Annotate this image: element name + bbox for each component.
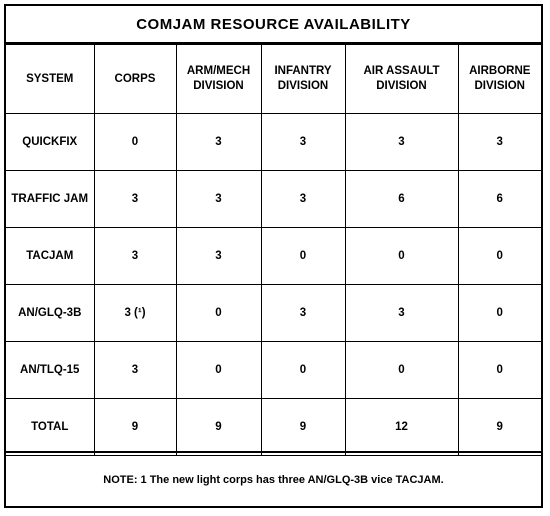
arm-mech-total-cell: 9 bbox=[175, 398, 262, 456]
header-arm-mech-division: ARM/MECH DIVISION bbox=[175, 44, 262, 114]
system-cell: QUICKFIX bbox=[6, 113, 95, 171]
arm-mech-cell: 3 bbox=[175, 113, 262, 171]
header-corps: CORPS bbox=[93, 44, 177, 114]
air-assault-cell: 3 bbox=[344, 284, 459, 342]
table-row: QUICKFIX 0 3 3 3 3 bbox=[6, 113, 541, 171]
header-infantry-division: INFANTRY DIVISION bbox=[260, 44, 346, 114]
corps-cell: 3 bbox=[93, 227, 177, 285]
corps-total-cell: 9 bbox=[93, 398, 177, 456]
resource-table: SYSTEM CORPS ARM/MECH DIVISION INFANTRY DI… bbox=[6, 44, 541, 456]
corps-cell: 0 bbox=[93, 113, 177, 171]
infantry-cell: 0 bbox=[260, 341, 346, 399]
corps-cell: 3 bbox=[93, 170, 177, 228]
comjam-table-frame: COMJAM RESOURCE AVAILABILITY SYSTEM CORP… bbox=[4, 4, 543, 508]
corps-cell: 3 bbox=[93, 341, 177, 399]
airborne-cell: 3 bbox=[457, 113, 541, 171]
system-cell: TACJAM bbox=[6, 227, 95, 285]
header-system: SYSTEM bbox=[6, 44, 95, 114]
arm-mech-cell: 3 bbox=[175, 170, 262, 228]
table-title: COMJAM RESOURCE AVAILABILITY bbox=[6, 6, 541, 44]
arm-mech-cell: 0 bbox=[175, 341, 262, 399]
system-cell: TRAFFIC JAM bbox=[6, 170, 95, 228]
air-assault-cell: 0 bbox=[344, 227, 459, 285]
corps-cell: 3 (¹) bbox=[93, 284, 177, 342]
infantry-cell: 3 bbox=[260, 170, 346, 228]
airborne-cell: 0 bbox=[457, 227, 541, 285]
airborne-cell: 0 bbox=[457, 341, 541, 399]
arm-mech-cell: 3 bbox=[175, 227, 262, 285]
airborne-cell: 6 bbox=[457, 170, 541, 228]
total-row: TOTAL 9 9 9 12 9 bbox=[6, 398, 541, 456]
infantry-cell: 3 bbox=[260, 284, 346, 342]
infantry-cell: 3 bbox=[260, 113, 346, 171]
header-air-assault-division: AIR ASSAULT DIVISION bbox=[344, 44, 459, 114]
table-row: AN/TLQ-15 3 0 0 0 0 bbox=[6, 341, 541, 399]
airborne-total-cell: 9 bbox=[457, 398, 541, 456]
infantry-cell: 0 bbox=[260, 227, 346, 285]
table-row: TRAFFIC JAM 3 3 3 6 6 bbox=[6, 170, 541, 228]
arm-mech-cell: 0 bbox=[175, 284, 262, 342]
air-assault-cell: 3 bbox=[344, 113, 459, 171]
header-row: SYSTEM CORPS ARM/MECH DIVISION INFANTRY DI… bbox=[6, 44, 541, 114]
table-row: TACJAM 3 3 0 0 0 bbox=[6, 227, 541, 285]
system-cell: AN/GLQ-3B bbox=[6, 284, 95, 342]
table-row: AN/GLQ-3B 3 (¹) 0 3 3 0 bbox=[6, 284, 541, 342]
header-airborne-division: AIRBORNE DIVISION bbox=[457, 44, 541, 114]
air-assault-total-cell: 12 bbox=[344, 398, 459, 456]
air-assault-cell: 6 bbox=[344, 170, 459, 228]
air-assault-cell: 0 bbox=[344, 341, 459, 399]
airborne-cell: 0 bbox=[457, 284, 541, 342]
system-cell: AN/TLQ-15 bbox=[6, 341, 95, 399]
table-footnote: NOTE: 1 The new light corps has three AN… bbox=[6, 451, 541, 506]
infantry-total-cell: 9 bbox=[260, 398, 346, 456]
total-label-cell: TOTAL bbox=[6, 398, 95, 456]
